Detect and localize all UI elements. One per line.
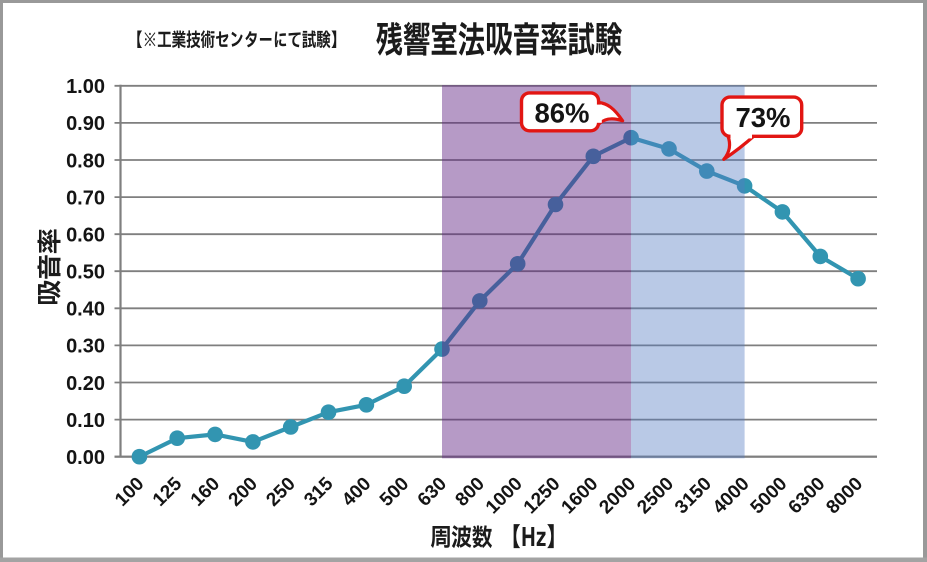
svg-text:0.10: 0.10 <box>66 410 105 432</box>
svg-text:1.00: 1.00 <box>66 76 105 98</box>
svg-text:0.50: 0.50 <box>66 262 105 284</box>
svg-text:0.60: 0.60 <box>66 225 105 247</box>
svg-text:0.30: 0.30 <box>66 336 105 358</box>
svg-text:0.20: 0.20 <box>66 373 105 395</box>
svg-text:0.90: 0.90 <box>66 113 105 135</box>
svg-text:0.00: 0.00 <box>66 447 105 469</box>
svg-text:73%: 73% <box>735 102 790 133</box>
svg-text:0.80: 0.80 <box>66 150 105 172</box>
svg-text:86%: 86% <box>534 98 589 129</box>
svg-text:0.40: 0.40 <box>66 299 105 321</box>
svg-text:0.70: 0.70 <box>66 187 105 209</box>
